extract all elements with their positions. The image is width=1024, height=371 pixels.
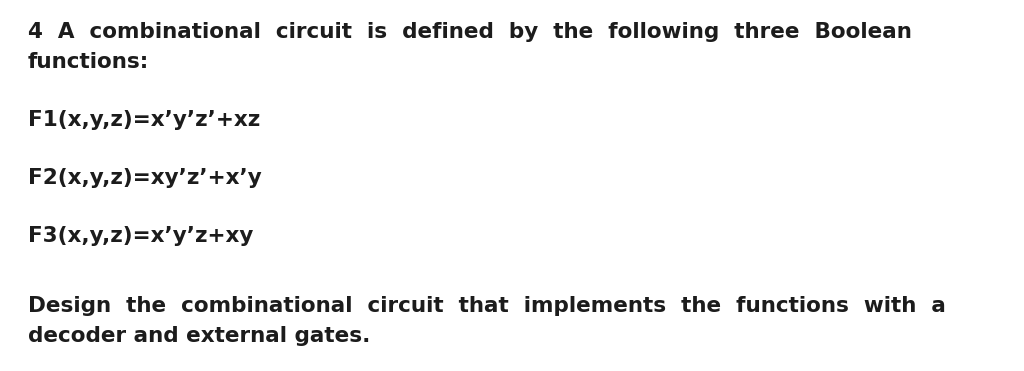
Text: F2(x,y,z)=xy’z’+x’y: F2(x,y,z)=xy’z’+x’y [28,168,262,188]
Text: decoder and external gates.: decoder and external gates. [28,326,371,346]
Text: F1(x,y,z)=x’y’z’+xz: F1(x,y,z)=x’y’z’+xz [28,110,260,130]
Text: 4  A  combinational  circuit  is  defined  by  the  following  three  Boolean: 4 A combinational circuit is defined by … [28,22,912,42]
Text: functions:: functions: [28,52,150,72]
Text: Design  the  combinational  circuit  that  implements  the  functions  with  a: Design the combinational circuit that im… [28,296,946,316]
Text: F3(x,y,z)=x’y’z+xy: F3(x,y,z)=x’y’z+xy [28,226,253,246]
